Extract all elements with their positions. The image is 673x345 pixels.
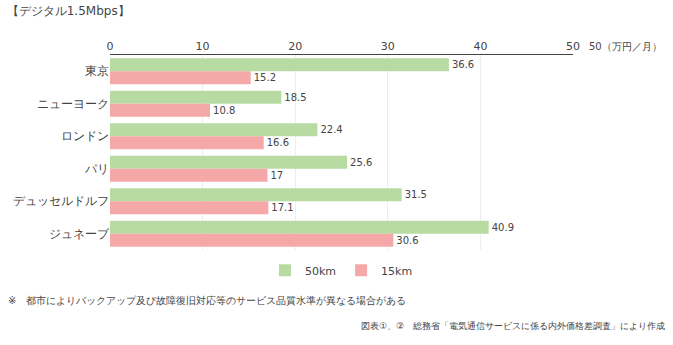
svg-text:0: 0 (107, 40, 114, 53)
svg-text:22.4: 22.4 (320, 124, 342, 135)
svg-text:10: 10 (196, 40, 210, 53)
svg-text:ロンドン: ロンドン (61, 129, 109, 143)
svg-text:パリ: パリ (84, 162, 109, 176)
svg-text:40: 40 (473, 40, 487, 53)
svg-text:※ 都市によりバックアップ及び故障復旧対応等のサービス品質水: ※ 都市によりバックアップ及び故障復旧対応等のサービス品質水準が異なる場合がある (8, 295, 406, 306)
svg-text:17: 17 (270, 170, 283, 181)
svg-text:デュッセルドルフ: デュッセルドルフ (13, 194, 109, 208)
svg-text:16.6: 16.6 (267, 137, 289, 148)
svg-text:40.9: 40.9 (492, 222, 514, 233)
svg-text:15.2: 15.2 (254, 72, 276, 83)
svg-text:ニューヨーク: ニューヨーク (37, 97, 109, 111)
svg-text:30: 30 (381, 40, 395, 53)
svg-text:20: 20 (288, 40, 302, 53)
svg-text:50km: 50km (305, 265, 336, 278)
svg-text:【デジタル1.5Mbps】: 【デジタル1.5Mbps】 (7, 4, 130, 18)
svg-text:50: 50 (566, 40, 580, 53)
svg-text:36.6: 36.6 (452, 59, 474, 70)
svg-text:図表①、② 総務省「電気通信サービスに係る内外価格差調査」に: 図表①、② 総務省「電気通信サービスに係る内外価格差調査」により作成 (361, 321, 665, 331)
svg-text:ジュネーブ: ジュネーブ (49, 227, 110, 241)
svg-text:31.5: 31.5 (405, 189, 427, 200)
svg-text:30.6: 30.6 (396, 235, 418, 246)
svg-text:15km: 15km (381, 265, 412, 278)
svg-text:18.5: 18.5 (284, 92, 306, 103)
svg-text:50（万円／月）: 50（万円／月） (589, 41, 662, 52)
svg-text:17.1: 17.1 (271, 202, 293, 213)
svg-text:東京: 東京 (85, 64, 109, 78)
svg-text:25.6: 25.6 (350, 157, 372, 168)
svg-text:10.8: 10.8 (213, 105, 235, 116)
